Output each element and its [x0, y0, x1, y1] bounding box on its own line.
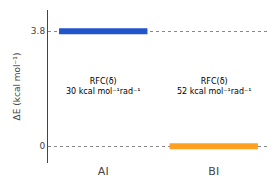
svg-text:3.8: 3.8 [31, 26, 46, 36]
svg-text:RFC(δ)30 kcal mol⁻¹rad⁻¹: RFC(δ)30 kcal mol⁻¹rad⁻¹ [66, 77, 140, 96]
svg-text:ΔE (kcal mol⁻¹): ΔE (kcal mol⁻¹) [12, 53, 22, 121]
svg-text:0: 0 [39, 141, 45, 151]
svg-text:RFC(δ)52 kcal mol⁻¹rad⁻¹: RFC(δ)52 kcal mol⁻¹rad⁻¹ [177, 77, 251, 96]
svg-text:AI: AI [98, 165, 109, 178]
svg-text:BI: BI [208, 165, 219, 178]
